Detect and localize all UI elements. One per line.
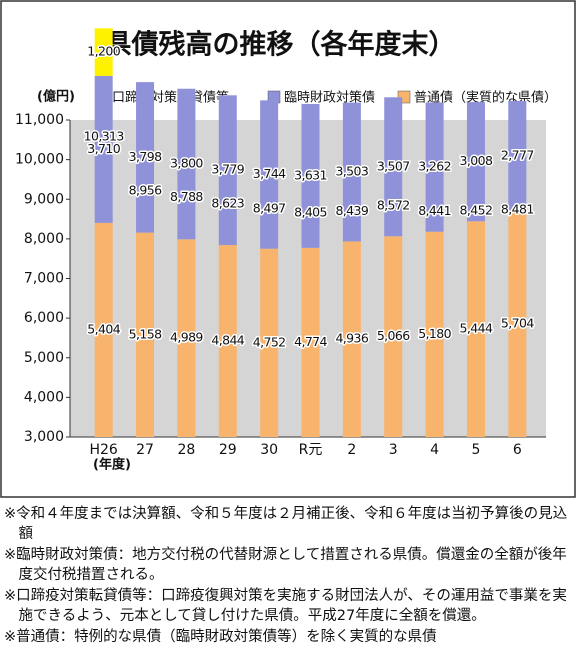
bar-value-label: 3,710 bbox=[87, 141, 120, 156]
bar-value-label: 3,798 bbox=[129, 149, 162, 164]
bar-value-label: 5,066 bbox=[377, 328, 410, 343]
bar-segment bbox=[301, 247, 320, 437]
bar-value-label: 3,779 bbox=[211, 162, 244, 177]
x-tick-label: 27 bbox=[136, 442, 154, 458]
bar-segment bbox=[136, 232, 155, 437]
total-label: 8,497 bbox=[253, 201, 286, 216]
note: ※令和４年度までは決算額、令和５年度は２月補正後、令和６年度は当初予算後の見込額 bbox=[4, 506, 568, 542]
bar-segment bbox=[94, 222, 113, 437]
bar-segment bbox=[177, 88, 196, 240]
x-tick-label: 3 bbox=[389, 442, 398, 458]
bar-segment bbox=[466, 221, 485, 437]
x-tick-label: 5 bbox=[471, 442, 480, 458]
note: ※普通債：特例的な県債（臨時財政対策債等）を除く実質的な県債 bbox=[4, 629, 437, 645]
y-tick-label: 11,000 bbox=[15, 112, 64, 128]
bar-segment bbox=[301, 103, 320, 248]
x-tick-label: 2 bbox=[347, 442, 356, 458]
bar-segment bbox=[218, 245, 237, 437]
bar-value-label: 3,008 bbox=[460, 153, 493, 168]
total-label: 8,441 bbox=[418, 203, 451, 218]
x-tick-label: 4 bbox=[430, 442, 439, 458]
bar-segment bbox=[94, 28, 113, 76]
bar-value-label: 4,936 bbox=[335, 331, 368, 346]
bar-value-label: 3,800 bbox=[170, 156, 203, 171]
bar-value-label: 3,631 bbox=[294, 167, 327, 182]
x-tick-label: H26 bbox=[90, 442, 118, 458]
total-label: 8,481 bbox=[501, 201, 534, 216]
bar-value-label: 3,507 bbox=[377, 158, 410, 173]
total-label: 8,623 bbox=[211, 196, 244, 211]
x-tick-label: 28 bbox=[177, 442, 195, 458]
y-tick-label: 9,000 bbox=[24, 191, 64, 207]
bar-value-label: 5,180 bbox=[418, 326, 451, 341]
bar-segment bbox=[342, 241, 361, 437]
note: ※口蹄疫対策転貸債等：口蹄疫復興対策を実施する財団法人が、その運用益で事業を実施… bbox=[4, 588, 567, 624]
bar-segment bbox=[425, 231, 444, 437]
total-label: 8,788 bbox=[170, 189, 203, 204]
total-label: 8,572 bbox=[377, 198, 410, 213]
y-tick-label: 10,000 bbox=[15, 152, 64, 168]
y-tick-label: 8,000 bbox=[24, 231, 64, 247]
y-unit: (億円) bbox=[37, 89, 75, 105]
y-tick-label: 7,000 bbox=[24, 271, 64, 287]
x-tick-label: 6 bbox=[513, 442, 522, 458]
bar-segment bbox=[384, 236, 403, 437]
bar-segment bbox=[425, 102, 444, 232]
chart: 県債残高の推移（各年度末） (億円) (年度) 3,000 4,000 5,000 6… bbox=[0, 0, 576, 498]
note: ※臨時財政対策債：地方交付税の代替財源として措置される県債。償還金の全額が後年度… bbox=[4, 547, 567, 583]
x-label: (年度) bbox=[93, 457, 131, 473]
legend-label: 臨時財政対策債 bbox=[284, 90, 375, 106]
x-tick-label: 29 bbox=[219, 442, 237, 458]
bar-value-label: 4,774 bbox=[294, 334, 327, 349]
y-tick-label: 3,000 bbox=[24, 429, 64, 445]
bar-value-label: 4,989 bbox=[170, 330, 203, 345]
bar-value-label: 5,158 bbox=[129, 326, 162, 341]
total-label: 8,956 bbox=[129, 182, 162, 197]
total-label: 8,405 bbox=[294, 204, 327, 219]
bar-value-label: 5,704 bbox=[501, 315, 534, 330]
bar-value-label: 4,844 bbox=[211, 333, 244, 348]
bar-segment bbox=[508, 100, 527, 211]
bar-value-label: 5,444 bbox=[460, 321, 493, 336]
bar-value-label: 2,777 bbox=[501, 147, 534, 162]
bar-segment bbox=[94, 75, 113, 223]
y-tick-label: 4,000 bbox=[24, 389, 64, 405]
notes: ※令和４年度までは決算額、令和５年度は２月補正後、令和６年度は当初予算後の見込額… bbox=[4, 504, 572, 648]
bar-segment bbox=[260, 100, 279, 249]
y-tick-label: 6,000 bbox=[24, 310, 64, 326]
bar-value-label: 3,744 bbox=[253, 166, 286, 181]
y-tick-label: 5,000 bbox=[24, 350, 64, 366]
chart-title: 県債残高の推移（各年度末） bbox=[105, 29, 456, 61]
bar-value-label: 3,503 bbox=[335, 164, 368, 179]
total-label: 8,439 bbox=[335, 203, 368, 218]
bar-segment bbox=[218, 95, 237, 246]
total-label: 10,313 bbox=[84, 129, 124, 144]
legend-label: 口蹄疫対策転貸債等 bbox=[112, 90, 229, 106]
bar-segment bbox=[342, 102, 361, 242]
bar-segment bbox=[384, 97, 403, 237]
bar-segment bbox=[508, 210, 527, 437]
bar-value-label: 3,262 bbox=[418, 159, 451, 174]
x-tick-label: R元 bbox=[299, 442, 323, 458]
bar-value-label: 1,200 bbox=[87, 44, 120, 59]
bar-segment bbox=[466, 102, 485, 222]
bar-value-label: 5,404 bbox=[87, 321, 120, 336]
bar-segment bbox=[136, 82, 155, 233]
x-tick-label: 30 bbox=[260, 442, 278, 458]
bar-value-label: 4,752 bbox=[253, 334, 286, 349]
bar-segment bbox=[177, 239, 196, 437]
bar-segment bbox=[260, 248, 279, 437]
total-label: 8,452 bbox=[460, 202, 493, 217]
